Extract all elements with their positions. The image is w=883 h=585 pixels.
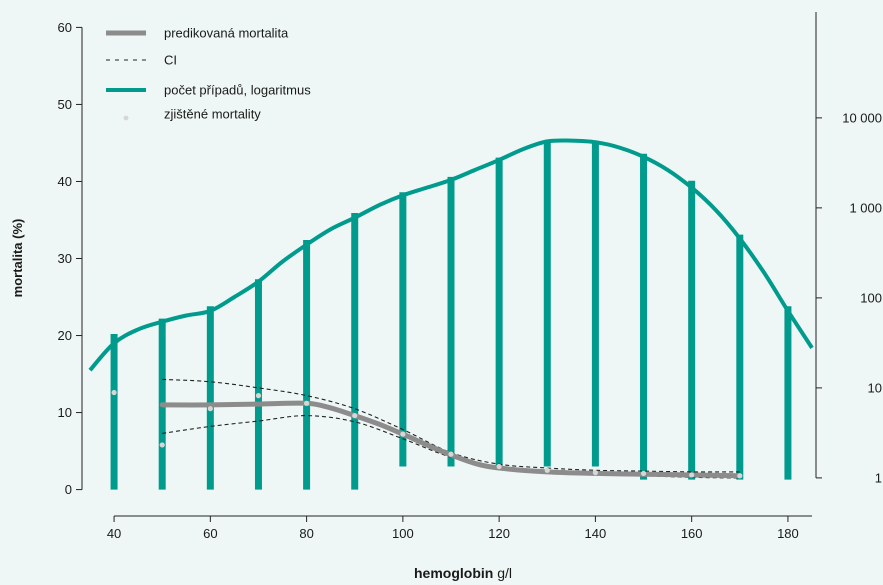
y-tick-label: 50 (58, 97, 72, 112)
case-count-line (88, 138, 814, 372)
legend-label: CI (164, 53, 177, 68)
x-tick-label: 60 (203, 526, 217, 541)
x-tick-label: 40 (107, 526, 121, 541)
observed-mortality-point (689, 472, 695, 478)
y-tick-label: 60 (58, 20, 72, 35)
x-tick-label: 140 (585, 526, 607, 541)
case-count-curve-layer (88, 138, 814, 372)
legend-label: počet případů, logaritmus (164, 83, 311, 98)
case-count-bars (110, 140, 792, 490)
observed-mortality-point (737, 473, 743, 479)
y2-tick-label: 1 000 (849, 200, 882, 215)
y-tick-label: 40 (58, 174, 72, 189)
y-tick-label: 0 (65, 482, 72, 497)
y-tick-label: 30 (58, 251, 72, 266)
y2-tick-label: 1 (875, 470, 882, 485)
x-axis-label: hemoglobin g/l (414, 565, 512, 581)
x-axis-label-bold: hemoglobin (414, 565, 493, 581)
observed-mortality-point (255, 393, 262, 399)
observed-mortality-point (111, 389, 117, 396)
legend-label: predikovaná mortalita (164, 26, 289, 41)
observed-mortality-point (448, 451, 454, 457)
y2-tick-label: 100 (860, 290, 882, 305)
observed-mortality-point (159, 442, 165, 448)
x-axis-label-unit: g/l (497, 565, 512, 581)
observed-mortality-point (544, 467, 550, 473)
observed-mortality-point (207, 406, 213, 412)
predicted-mortality-layer (159, 400, 743, 479)
observed-mortality-point (496, 463, 502, 470)
legend-swatch-observed (123, 115, 129, 121)
y2-tick-label: 10 000 (842, 110, 882, 125)
x-tick-label: 80 (299, 526, 313, 541)
observed-mortality-point (400, 431, 406, 437)
y-tick-label: 20 (58, 328, 72, 343)
observed-mortality-point (352, 413, 358, 419)
legend: predikovaná mortalita CI počet případů, lo… (106, 26, 311, 122)
observed-mortality-point (640, 470, 647, 477)
x-tick-label: 180 (777, 526, 799, 541)
observed-mortality-point (592, 470, 599, 476)
legend-label: zjištěné mortality (164, 107, 261, 122)
y-axis-label: mortalita (%) (10, 219, 25, 298)
x-tick-label: 120 (488, 526, 510, 541)
predicted-mortality-line (159, 400, 743, 479)
x-tick-label: 100 (392, 526, 414, 541)
observed-mortality-points (111, 389, 743, 479)
x-tick-label: 160 (681, 526, 703, 541)
y-tick-label: 10 (58, 405, 72, 420)
observed-mortality-point (304, 400, 310, 406)
y2-tick-label: 10 (868, 380, 882, 395)
axes: 40 60 80 100 120 140 160 180 0 10 20 30 40 50 60 1 10 100… (58, 12, 882, 541)
